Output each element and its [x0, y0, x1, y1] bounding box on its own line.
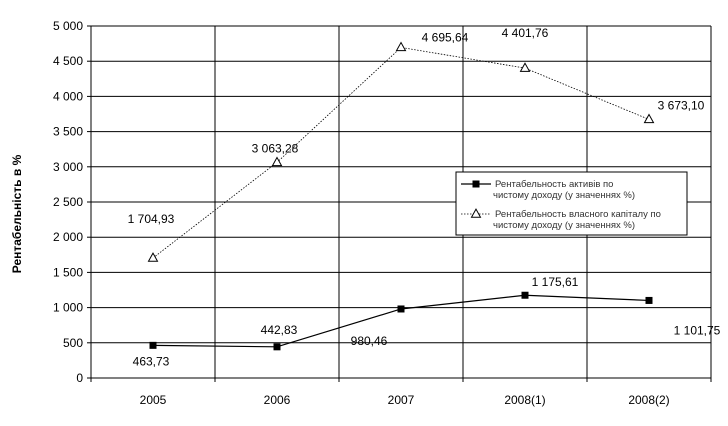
data-label-assets: 463,73 [133, 354, 170, 368]
y-tick-label: 3 500 [53, 125, 83, 139]
data-label-equity: 4 695,64 [422, 30, 469, 44]
series-equity-point [271, 156, 283, 167]
y-tick-label: 3 000 [53, 160, 83, 174]
data-label-assets: 442,83 [261, 323, 298, 337]
x-tick-label: 2008(1) [504, 393, 545, 407]
series-group [147, 41, 655, 351]
x-tick-labels: 2005 2006 2007 2008(1) 2008(2) [140, 393, 670, 407]
legend-label: Рентабельность власного капіталу по чисто… [493, 209, 661, 231]
series-equity-line [152, 47, 650, 259]
y-tick-label: 1 000 [53, 301, 83, 315]
x-tick-label: 2008(2) [628, 393, 669, 407]
series-equity-point [395, 41, 407, 52]
y-tick-label: 2 000 [53, 230, 83, 244]
y-tick-label: 4 500 [53, 54, 83, 68]
legend-equity-marker [470, 208, 482, 218]
x-tick-label: 2005 [140, 393, 167, 407]
data-label-equity: 4 401,76 [502, 26, 549, 40]
data-label-assets: 1 101,75 [674, 323, 721, 337]
data-label-equity: 3 673,10 [658, 98, 705, 112]
x-tick-label: 2007 [388, 393, 415, 407]
y-tick-labels: 0 500 1 000 1 500 2 000 2 500 3 000 3 500 4 000 4… [53, 19, 83, 385]
series-assets-point [397, 305, 405, 313]
series-assets-line [152, 294, 650, 348]
series-equity-point [643, 113, 655, 124]
series-equity-point [519, 62, 531, 72]
y-tick-label: 0 [76, 371, 83, 385]
legend-box [455, 171, 688, 236]
axes [87, 25, 712, 382]
series-assets-point [149, 341, 157, 349]
data-labels: 463,73 442,83 980,46 1 175,61 1 101,75 1 704,… [128, 26, 721, 368]
series-equity-point [147, 252, 159, 262]
series-assets-point [645, 296, 653, 304]
legend: Рентабельность активів по чистому доходу … [455, 171, 688, 236]
series-assets-point [521, 291, 529, 299]
y-tick-label: 5 000 [53, 19, 83, 33]
y-tick-label: 4 000 [53, 89, 83, 103]
legend-label: Рентабельность активів по чистому доходу … [493, 179, 635, 201]
data-label-equity: 1 704,93 [128, 212, 175, 226]
y-axis-label: Рентабельність в % [10, 154, 24, 273]
y-tick-label: 1 500 [53, 265, 83, 279]
data-label-equity: 3 063,28 [252, 141, 299, 155]
data-label-assets: 980,46 [351, 334, 388, 348]
series-assets-point [273, 343, 281, 351]
y-tick-label: 500 [63, 336, 83, 350]
y-tick-label: 2 500 [53, 195, 83, 209]
data-label-assets: 1 175,61 [532, 275, 579, 289]
x-tick-label: 2006 [264, 393, 291, 407]
legend-assets-marker [472, 180, 480, 188]
